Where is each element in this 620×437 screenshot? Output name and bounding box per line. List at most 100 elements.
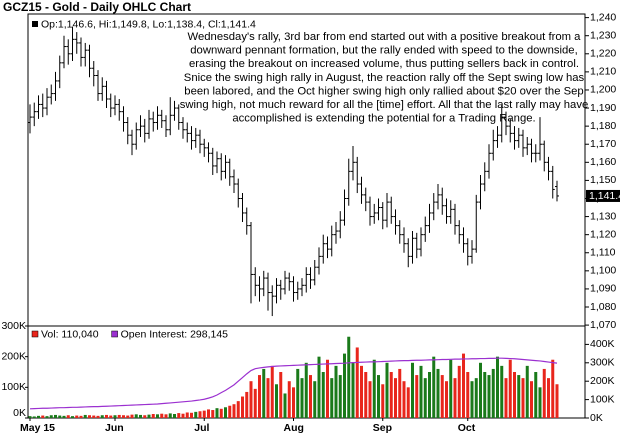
volume-bar (113, 415, 117, 418)
y-tick-label: 1,180 (590, 120, 616, 132)
annotation: accomplished is extending the potential … (232, 113, 535, 125)
volume-bar (309, 375, 312, 418)
volume-bar (88, 415, 91, 418)
volume-bar (287, 381, 291, 418)
volume-bar (275, 384, 278, 418)
volume-bar (134, 414, 138, 418)
volume-bar (211, 410, 215, 418)
volume-bar (500, 365, 504, 418)
annotation: erasing the breakout on increased volume… (189, 58, 579, 70)
volume-bar (491, 368, 495, 418)
y2-tick-label: 400K (590, 338, 615, 350)
volume-bar (296, 368, 300, 418)
volume-bar (419, 365, 423, 418)
volume-bar (487, 375, 491, 418)
volume-bar (423, 378, 427, 418)
volume-bar (219, 408, 223, 418)
volume-bar (449, 359, 453, 418)
x-tick-label: Jun (105, 422, 124, 434)
volume-bar (555, 384, 559, 418)
volume-bar (147, 414, 151, 418)
volume-bar (168, 413, 172, 418)
volume-bar (385, 362, 389, 418)
annotation: Snice the swing high rally in August, th… (184, 72, 585, 84)
volume-bar (330, 378, 334, 418)
volume-bar (496, 356, 499, 418)
volume-bar (513, 372, 516, 418)
y-tick-label: 1,070 (590, 319, 616, 331)
y-tick-label: 1,150 (590, 174, 616, 186)
volume-bar (415, 375, 419, 418)
volume-bar (185, 412, 189, 418)
volume-bar (198, 411, 202, 418)
volume-bar (181, 413, 185, 418)
volume-bar (58, 415, 62, 418)
volume-bar (28, 416, 32, 418)
y-tick-label: 1,110 (590, 247, 616, 259)
y-tick-label: 100K (1, 381, 26, 393)
volume-bar (347, 336, 351, 418)
volume-bar (139, 414, 142, 418)
volume-bar (381, 384, 385, 418)
volume-bar (334, 365, 338, 418)
y2-tick-label: 0K (590, 412, 603, 424)
open-interest-line (29, 357, 558, 410)
volume-bar (194, 411, 198, 418)
volume-bar (190, 412, 193, 418)
volume-bar (202, 410, 206, 418)
volume-bar (508, 359, 512, 418)
volume-bar (394, 378, 397, 418)
volume-bar (317, 356, 321, 418)
volume-bar (304, 362, 308, 418)
y-tick-label: 1,190 (590, 102, 616, 114)
volume-bar (389, 372, 393, 418)
volume-bar (283, 393, 287, 418)
y-tick-label: 300K (1, 320, 26, 332)
volume-bar (292, 387, 295, 418)
volume-bar (249, 381, 253, 418)
x-tick-label: May 15 (20, 422, 55, 434)
volume-bar (440, 375, 444, 418)
y-tick-label: 1,100 (590, 265, 616, 277)
y2-tick-label: 100K (590, 393, 615, 405)
volume-bar (228, 405, 232, 418)
volume-bar (253, 388, 257, 418)
volume-bar (521, 378, 525, 418)
volume-bar (406, 387, 410, 418)
annotation: downward pennant formation, but the rall… (190, 45, 577, 57)
y-tick-label: 0K (13, 407, 26, 419)
volume-bar (32, 416, 36, 418)
volume-bar (542, 368, 546, 418)
y-tick-label: 1,090 (590, 283, 616, 295)
legend-swatch (111, 330, 118, 338)
volume-bar (143, 415, 147, 418)
volume-bar (372, 359, 376, 418)
y-tick-label: 1,120 (590, 228, 616, 240)
volume-bar (126, 415, 130, 418)
volume-bar (538, 387, 542, 418)
y-tick-label: 1,240 (590, 11, 616, 23)
y-tick-label: 1,130 (590, 210, 616, 222)
volume-bar (525, 365, 529, 418)
annotation: swing high, not much reward for all the … (180, 99, 589, 111)
y-tick-label: 1,220 (590, 48, 616, 60)
volume-bar (117, 414, 121, 418)
volume-bar (474, 378, 478, 418)
x-tick-label: Jul (194, 422, 209, 434)
volume-bar (105, 414, 108, 418)
volume-bar (258, 375, 261, 418)
volume-bar (338, 375, 342, 418)
volume-bar (355, 347, 359, 418)
x-tick-label: Aug (284, 422, 304, 434)
volume-bar (49, 415, 53, 418)
volume-bar (41, 415, 45, 418)
volume-bar (151, 414, 155, 418)
volume-bar (466, 372, 470, 418)
volume-bar (453, 378, 457, 418)
volume-bar (232, 404, 236, 418)
volume-bar (504, 378, 508, 418)
volume-bar (534, 372, 538, 418)
y-tick-label: 200K (1, 350, 26, 362)
volume-bar (215, 408, 219, 418)
